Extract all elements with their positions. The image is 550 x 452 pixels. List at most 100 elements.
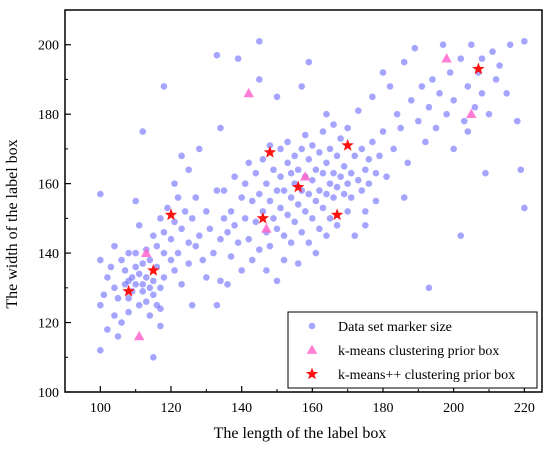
data-point bbox=[277, 173, 284, 180]
data-point bbox=[429, 76, 436, 83]
data-point bbox=[135, 301, 143, 309]
data-point bbox=[192, 194, 200, 201]
data-point bbox=[284, 211, 291, 219]
data-point bbox=[333, 183, 341, 191]
data-point bbox=[400, 194, 408, 201]
data-point bbox=[340, 190, 348, 198]
data-point bbox=[245, 159, 253, 167]
data-point bbox=[312, 249, 320, 257]
series-2 bbox=[122, 62, 485, 297]
data-point bbox=[114, 333, 122, 340]
data-point bbox=[132, 263, 139, 271]
data-point bbox=[164, 204, 171, 212]
data-point bbox=[157, 284, 164, 292]
data-point bbox=[256, 246, 263, 253]
axes: 100 120 140 160 180 200 220 100 120 140 160 180 200 bbox=[38, 9, 543, 416]
data-point bbox=[210, 249, 217, 257]
data-point bbox=[439, 41, 447, 49]
data-point bbox=[174, 194, 182, 201]
y-axis-label: The width of the label box bbox=[4, 139, 21, 308]
data-point bbox=[160, 228, 168, 236]
y-tick-label: 180 bbox=[38, 108, 59, 123]
series-0 bbox=[97, 37, 528, 361]
data-point bbox=[97, 301, 104, 309]
data-point bbox=[294, 201, 302, 208]
data-point bbox=[347, 194, 355, 201]
data-point bbox=[266, 242, 274, 250]
data-point bbox=[171, 180, 178, 187]
data-point bbox=[478, 55, 486, 62]
data-point bbox=[273, 225, 281, 233]
data-point bbox=[376, 152, 383, 160]
data-point bbox=[492, 76, 500, 83]
data-point bbox=[418, 83, 426, 90]
data-point bbox=[259, 156, 267, 163]
data-point bbox=[464, 83, 472, 90]
data-point bbox=[446, 69, 454, 76]
data-point bbox=[277, 145, 284, 153]
data-point bbox=[231, 222, 238, 229]
kmeanspp-prior-point bbox=[472, 62, 485, 75]
data-point bbox=[365, 156, 373, 163]
data-point bbox=[220, 215, 228, 222]
data-point bbox=[107, 263, 115, 271]
data-point bbox=[135, 270, 143, 278]
data-point bbox=[111, 284, 118, 292]
data-point bbox=[301, 131, 309, 139]
data-point bbox=[482, 169, 489, 177]
data-point bbox=[457, 232, 465, 240]
data-point bbox=[319, 128, 327, 135]
data-point bbox=[195, 145, 203, 153]
data-point bbox=[234, 239, 242, 246]
data-point bbox=[252, 218, 260, 226]
data-point bbox=[354, 176, 362, 184]
data-point bbox=[132, 197, 139, 205]
data-point bbox=[305, 190, 313, 198]
data-point bbox=[298, 228, 306, 236]
data-point bbox=[422, 138, 429, 146]
data-point bbox=[436, 90, 443, 97]
kmeans-prior-point bbox=[261, 223, 272, 233]
data-point bbox=[238, 194, 245, 201]
kmeans-prior-point bbox=[243, 87, 254, 98]
data-point bbox=[291, 152, 298, 160]
data-point bbox=[238, 267, 245, 274]
data-point bbox=[326, 215, 334, 222]
data-point bbox=[104, 274, 111, 281]
data-point bbox=[316, 225, 323, 233]
data-point bbox=[217, 277, 224, 285]
data-point bbox=[111, 312, 118, 319]
data-point bbox=[330, 121, 337, 128]
data-point bbox=[309, 215, 316, 222]
data-point bbox=[372, 197, 380, 205]
data-point bbox=[153, 242, 161, 250]
data-point bbox=[323, 159, 330, 167]
data-point bbox=[354, 107, 362, 115]
kmeanspp-prior-point bbox=[292, 180, 305, 193]
data-point bbox=[185, 260, 192, 267]
data-point bbox=[135, 222, 143, 229]
legend-label: k-means clustering prior box bbox=[338, 344, 499, 359]
data-point bbox=[390, 145, 397, 153]
data-point bbox=[248, 256, 256, 264]
y-tick-label: 120 bbox=[38, 317, 59, 332]
data-point bbox=[340, 162, 348, 170]
data-points bbox=[97, 37, 528, 361]
data-point bbox=[263, 267, 270, 274]
data-point bbox=[256, 37, 263, 45]
data-point bbox=[104, 326, 111, 333]
data-point bbox=[397, 124, 404, 132]
kmeans-prior-point bbox=[466, 108, 477, 119]
data-point bbox=[273, 93, 281, 101]
data-point bbox=[224, 281, 231, 288]
data-point bbox=[337, 135, 344, 142]
data-point bbox=[256, 190, 263, 198]
data-point bbox=[312, 197, 320, 205]
data-point bbox=[100, 291, 108, 299]
data-point bbox=[372, 169, 380, 177]
data-point bbox=[259, 208, 267, 215]
data-point bbox=[111, 242, 118, 250]
data-point bbox=[333, 152, 341, 160]
data-point bbox=[478, 90, 486, 97]
